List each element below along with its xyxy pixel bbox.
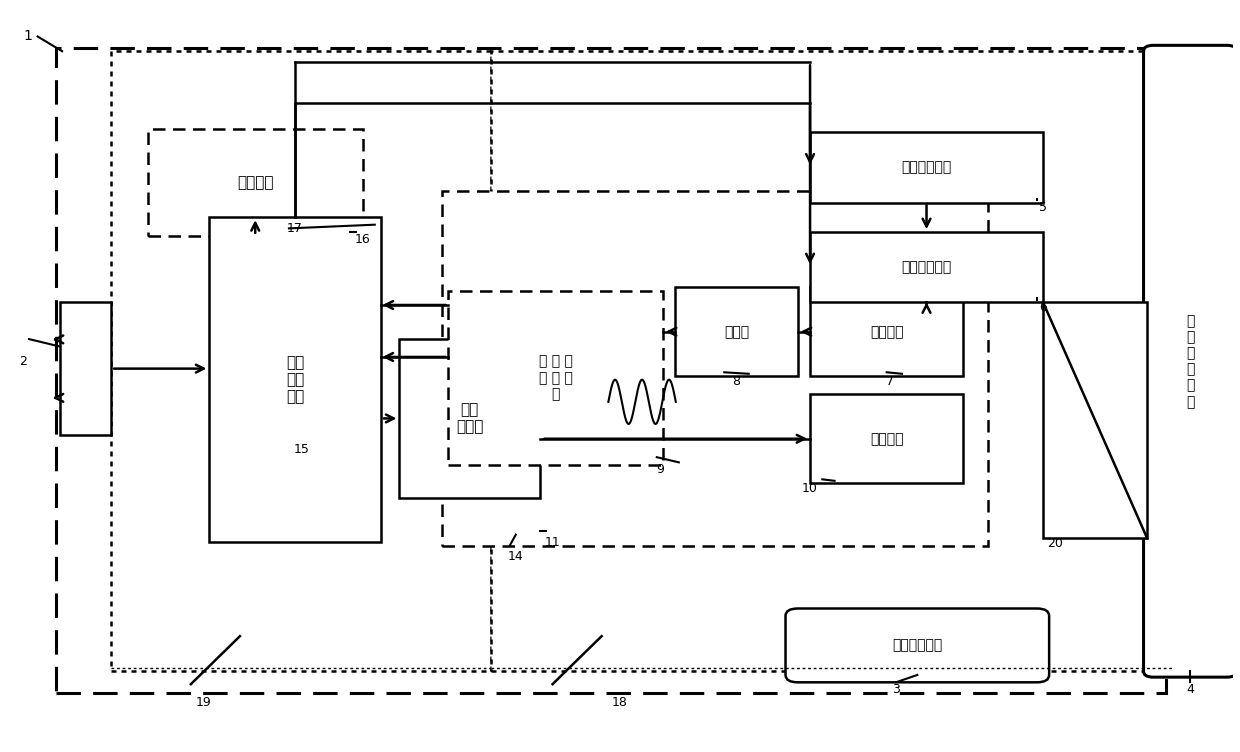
Text: 17: 17 (288, 222, 303, 235)
Text: 4: 4 (1187, 684, 1194, 696)
Bar (810, 395, 963, 483)
Text: 成像镜头: 成像镜头 (870, 325, 904, 338)
Text: 19: 19 (195, 696, 211, 708)
Text: 7: 7 (885, 374, 894, 388)
FancyBboxPatch shape (1143, 45, 1236, 677)
Text: 6: 6 (1039, 301, 1047, 314)
Text: 18: 18 (613, 696, 627, 708)
Bar (399, 339, 541, 498)
Text: 3: 3 (892, 684, 900, 696)
Text: 纵摇伺服机构: 纵摇伺服机构 (901, 160, 951, 174)
Bar (810, 232, 1043, 302)
Bar (210, 217, 381, 542)
Text: 选 通 成
像 传 感
器: 选 通 成 像 传 感 器 (538, 355, 573, 401)
Bar (60, 302, 112, 435)
Bar (675, 287, 797, 376)
Text: 15: 15 (294, 444, 309, 456)
Text: 9: 9 (656, 463, 665, 476)
Bar (810, 287, 963, 376)
Text: 16: 16 (355, 233, 371, 246)
Text: 横滚伺服机构: 横滚伺服机构 (901, 260, 951, 274)
Bar (491, 51, 1172, 672)
Bar (810, 132, 1043, 202)
FancyBboxPatch shape (785, 608, 1049, 682)
Text: 2: 2 (19, 355, 27, 368)
Text: 控制
处理
单元: 控制 处理 单元 (286, 355, 304, 405)
Text: 1: 1 (24, 29, 32, 44)
Bar (56, 47, 1166, 693)
Bar (148, 129, 362, 236)
Text: 20: 20 (1048, 537, 1063, 550)
Text: 组合惯导: 组合惯导 (237, 174, 274, 190)
Text: 11: 11 (544, 535, 560, 548)
Text: 滤光片: 滤光片 (724, 325, 749, 338)
Bar (1043, 302, 1147, 538)
Text: 照明
激光器: 照明 激光器 (456, 402, 484, 435)
Text: 14: 14 (508, 550, 523, 563)
Text: 下视光学窗口: 下视光学窗口 (893, 638, 942, 653)
Text: 5: 5 (1039, 202, 1047, 214)
Bar (443, 192, 988, 546)
Text: 前
视
光
学
窗
口: 前 视 光 学 窗 口 (1185, 314, 1194, 409)
Text: 8: 8 (733, 374, 740, 388)
Bar (449, 291, 663, 465)
Text: 照明镜头: 照明镜头 (870, 432, 904, 446)
Bar (112, 51, 491, 672)
Text: 10: 10 (802, 482, 818, 495)
